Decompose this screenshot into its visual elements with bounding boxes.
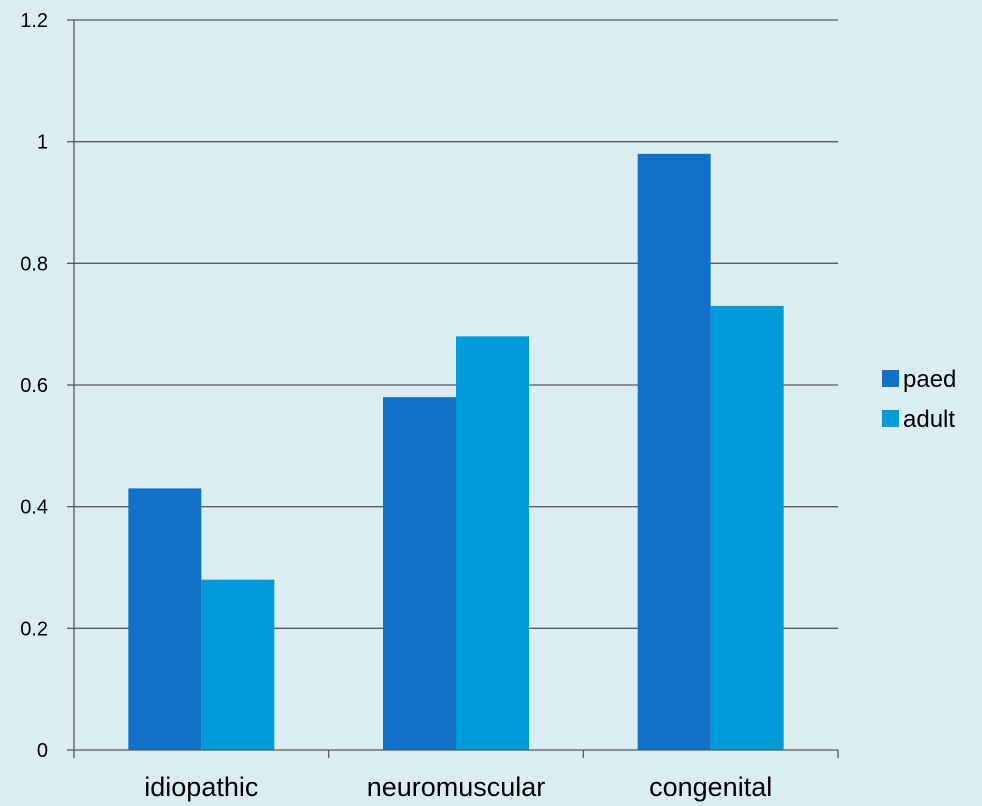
legend: paed adult xyxy=(882,366,956,433)
legend-swatch-adult xyxy=(882,410,899,427)
y-tick-label: 0.4 xyxy=(20,497,48,519)
y-tick-label: 0.2 xyxy=(20,618,48,640)
y-tick-label: 1 xyxy=(37,132,48,154)
bar-adult-idiopathic xyxy=(201,579,275,750)
y-axis-tick-labels: 0 0.2 0.4 0.6 0.8 1 1.2 xyxy=(20,10,48,762)
legend-label-adult: adult xyxy=(903,406,955,433)
bars xyxy=(128,153,784,751)
legend-swatch-paed xyxy=(882,370,899,387)
y-tick-label: 1.2 xyxy=(20,10,48,32)
x-axis-tick-labels: idiopathic neuromuscular congenital xyxy=(144,772,772,802)
axes xyxy=(67,19,839,758)
y-tick-label: 0 xyxy=(37,740,48,762)
legend-label-paed: paed xyxy=(903,366,956,393)
bar-paed-congenital xyxy=(637,153,711,751)
bar-paed-idiopathic xyxy=(128,488,202,750)
x-tick-label: congenital xyxy=(649,772,772,802)
y-tick-label: 0.8 xyxy=(20,253,48,275)
bar-adult-neuromuscular xyxy=(456,336,529,750)
x-tick-label: neuromuscular xyxy=(367,772,546,802)
bar-adult-congenital xyxy=(710,305,784,750)
x-tick-label: idiopathic xyxy=(144,772,258,802)
y-tick-label: 0.6 xyxy=(20,375,48,397)
bar-paed-neuromuscular xyxy=(383,397,456,750)
